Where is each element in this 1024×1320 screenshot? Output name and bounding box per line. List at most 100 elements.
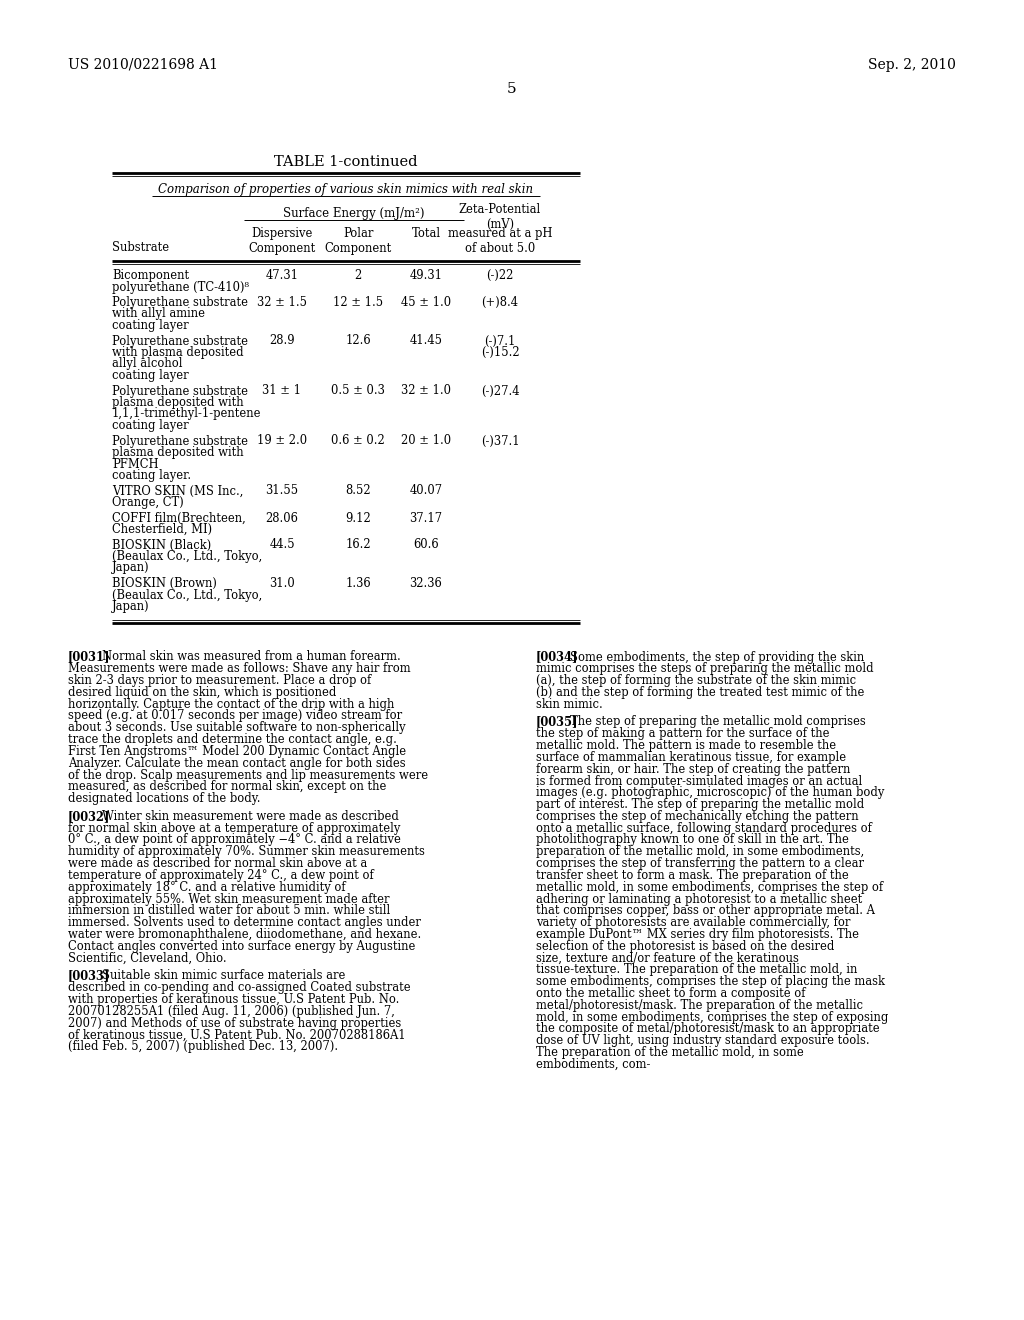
Text: Polyurethane substrate: Polyurethane substrate: [112, 334, 248, 347]
Text: about 3 seconds. Use suitable software to non-spherically: about 3 seconds. Use suitable software t…: [68, 721, 406, 734]
Text: images (e.g. photographic, microscopic) of the human body: images (e.g. photographic, microscopic) …: [536, 787, 885, 800]
Text: Japan): Japan): [112, 601, 150, 612]
Text: First Ten Angstroms™ Model 200 Dynamic Contact Angle: First Ten Angstroms™ Model 200 Dynamic C…: [68, 744, 407, 758]
Text: coating layer: coating layer: [112, 418, 188, 432]
Text: (-)37.1: (-)37.1: [480, 434, 519, 447]
Text: 2: 2: [354, 269, 361, 282]
Text: Substrate: Substrate: [112, 242, 169, 253]
Text: (-)7.1: (-)7.1: [484, 334, 516, 347]
Text: 5: 5: [507, 82, 517, 96]
Text: selection of the photoresist is based on the desired: selection of the photoresist is based on…: [536, 940, 835, 953]
Text: the composite of metal/photoresist/mask to an appropriate: the composite of metal/photoresist/mask …: [536, 1022, 880, 1035]
Text: comprises the step of mechanically etching the pattern: comprises the step of mechanically etchi…: [536, 810, 859, 822]
Text: Winter skin measurement were made as described: Winter skin measurement were made as des…: [101, 810, 398, 822]
Text: 28.9: 28.9: [269, 334, 295, 347]
Text: metallic mold, in some embodiments, comprises the step of: metallic mold, in some embodiments, comp…: [536, 880, 883, 894]
Text: 32 ± 1.5: 32 ± 1.5: [257, 296, 307, 309]
Text: horizontally. Capture the contact of the drip with a high: horizontally. Capture the contact of the…: [68, 698, 394, 710]
Text: photolithography known to one of skill in the art. The: photolithography known to one of skill i…: [536, 833, 849, 846]
Text: skin mimic.: skin mimic.: [536, 698, 603, 710]
Text: measured at a pH
of about 5.0: measured at a pH of about 5.0: [447, 227, 552, 255]
Text: Total: Total: [412, 227, 440, 240]
Text: with allyl amine: with allyl amine: [112, 308, 205, 321]
Text: Dispersive
Component: Dispersive Component: [249, 227, 315, 255]
Text: 16.2: 16.2: [345, 539, 371, 552]
Text: 0.6 ± 0.2: 0.6 ± 0.2: [331, 434, 385, 447]
Text: with plasma deposited: with plasma deposited: [112, 346, 244, 359]
Text: The preparation of the metallic mold, in some: The preparation of the metallic mold, in…: [536, 1045, 804, 1059]
Text: immersed. Solvents used to determine contact angles under: immersed. Solvents used to determine con…: [68, 916, 421, 929]
Text: 12 ± 1.5: 12 ± 1.5: [333, 296, 383, 309]
Text: mimic comprises the steps of preparing the metallic mold: mimic comprises the steps of preparing t…: [536, 663, 873, 676]
Text: is formed from computer-simulated images or an actual: is formed from computer-simulated images…: [536, 775, 862, 788]
Text: size, texture and/or feature of the keratinous: size, texture and/or feature of the kera…: [536, 952, 799, 965]
Text: PFMCH: PFMCH: [112, 458, 159, 470]
Text: comprises the step of transferring the pattern to a clear: comprises the step of transferring the p…: [536, 857, 864, 870]
Text: (Beaulax Co., Ltd., Tokyo,: (Beaulax Co., Ltd., Tokyo,: [112, 589, 262, 602]
Text: Zeta-Potential
(mV): Zeta-Potential (mV): [459, 203, 541, 231]
Text: (filed Feb. 5, 2007) (published Dec. 13, 2007).: (filed Feb. 5, 2007) (published Dec. 13,…: [68, 1040, 338, 1053]
Text: 31.0: 31.0: [269, 577, 295, 590]
Text: example DuPont™ MX series dry film photoresists. The: example DuPont™ MX series dry film photo…: [536, 928, 859, 941]
Text: [0035]: [0035]: [536, 715, 579, 729]
Text: BIOSKIN (Black): BIOSKIN (Black): [112, 539, 211, 552]
Text: water were bromonaphthalene, diiodomethane, and hexane.: water were bromonaphthalene, diiodometha…: [68, 928, 421, 941]
Text: 49.31: 49.31: [410, 269, 442, 282]
Text: Some embodiments, the step of providing the skin: Some embodiments, the step of providing …: [570, 651, 864, 664]
Text: 45 ± 1.0: 45 ± 1.0: [401, 296, 451, 309]
Text: approximately 18° C. and a relative humidity of: approximately 18° C. and a relative humi…: [68, 880, 346, 894]
Text: 20 ± 1.0: 20 ± 1.0: [401, 434, 451, 447]
Text: TABLE 1-continued: TABLE 1-continued: [274, 154, 418, 169]
Text: described in co-pending and co-assigned Coated substrate: described in co-pending and co-assigned …: [68, 981, 411, 994]
Text: 32.36: 32.36: [410, 577, 442, 590]
Text: 20070128255A1 (filed Aug. 11, 2006) (published Jun. 7,: 20070128255A1 (filed Aug. 11, 2006) (pub…: [68, 1005, 395, 1018]
Text: Measurements were made as follows: Shave any hair from: Measurements were made as follows: Shave…: [68, 663, 411, 676]
Text: Polyurethane substrate: Polyurethane substrate: [112, 434, 248, 447]
Text: metal/photoresist/mask. The preparation of the metallic: metal/photoresist/mask. The preparation …: [536, 999, 863, 1011]
Text: 0.5 ± 0.3: 0.5 ± 0.3: [331, 384, 385, 397]
Text: tissue-texture. The preparation of the metallic mold, in: tissue-texture. The preparation of the m…: [536, 964, 857, 977]
Text: transfer sheet to form a mask. The preparation of the: transfer sheet to form a mask. The prepa…: [536, 869, 849, 882]
Text: (+)8.4: (+)8.4: [481, 296, 518, 309]
Text: desired liquid on the skin, which is positioned: desired liquid on the skin, which is pos…: [68, 686, 336, 698]
Text: 8.52: 8.52: [345, 484, 371, 498]
Text: (-)22: (-)22: [486, 269, 514, 282]
Text: were made as described for normal skin above at a: were made as described for normal skin a…: [68, 857, 368, 870]
Text: measured, as described for normal skin, except on the: measured, as described for normal skin, …: [68, 780, 386, 793]
Text: metallic mold. The pattern is made to resemble the: metallic mold. The pattern is made to re…: [536, 739, 837, 752]
Text: 44.5: 44.5: [269, 539, 295, 552]
Text: [0032]: [0032]: [68, 810, 111, 822]
Text: 0° C., a dew point of approximately −4° C. and a relative: 0° C., a dew point of approximately −4° …: [68, 833, 400, 846]
Text: [0031]: [0031]: [68, 651, 111, 664]
Text: Orange, CT): Orange, CT): [112, 496, 183, 510]
Text: with properties of keratinous tissue, U.S Patent Pub. No.: with properties of keratinous tissue, U.…: [68, 993, 399, 1006]
Text: (b) and the step of forming the treated test mimic of the: (b) and the step of forming the treated …: [536, 686, 864, 698]
Text: immersion in distilled water for about 5 min. while still: immersion in distilled water for about 5…: [68, 904, 390, 917]
Text: of the drop. Scalp measurements and lip measurements were: of the drop. Scalp measurements and lip …: [68, 768, 428, 781]
Text: Scientific, Cleveland, Ohio.: Scientific, Cleveland, Ohio.: [68, 952, 226, 965]
Text: preparation of the metallic mold, in some embodiments,: preparation of the metallic mold, in som…: [536, 845, 864, 858]
Text: 31.55: 31.55: [265, 484, 299, 498]
Text: of keratinous tissue, U.S Patent Pub. No. 20070288186A1: of keratinous tissue, U.S Patent Pub. No…: [68, 1028, 406, 1041]
Text: Sep. 2, 2010: Sep. 2, 2010: [868, 58, 956, 73]
Text: coating layer: coating layer: [112, 370, 188, 381]
Text: (-)27.4: (-)27.4: [480, 384, 519, 397]
Text: [0033]: [0033]: [68, 969, 111, 982]
Text: Bicomponent: Bicomponent: [112, 269, 189, 282]
Text: coating layer.: coating layer.: [112, 469, 191, 482]
Text: 37.17: 37.17: [410, 511, 442, 524]
Text: The step of preparing the metallic mold comprises: The step of preparing the metallic mold …: [570, 715, 865, 729]
Text: 41.45: 41.45: [410, 334, 442, 347]
Text: approximately 55%. Wet skin measurement made after: approximately 55%. Wet skin measurement …: [68, 892, 389, 906]
Text: COFFI film(Brechteen,: COFFI film(Brechteen,: [112, 511, 246, 524]
Text: allyl alcohol: allyl alcohol: [112, 358, 182, 371]
Text: Comparison of properties of various skin mimics with real skin: Comparison of properties of various skin…: [159, 183, 534, 195]
Text: 60.6: 60.6: [414, 539, 439, 552]
Text: Polyurethane substrate: Polyurethane substrate: [112, 384, 248, 397]
Text: Chesterfield, MI): Chesterfield, MI): [112, 523, 212, 536]
Text: BIOSKIN (Brown): BIOSKIN (Brown): [112, 577, 217, 590]
Text: speed (e.g. at 0.017 seconds per image) video stream for: speed (e.g. at 0.017 seconds per image) …: [68, 710, 402, 722]
Text: [0034]: [0034]: [536, 651, 579, 664]
Text: 19 ± 2.0: 19 ± 2.0: [257, 434, 307, 447]
Text: (Beaulax Co., Ltd., Tokyo,: (Beaulax Co., Ltd., Tokyo,: [112, 550, 262, 564]
